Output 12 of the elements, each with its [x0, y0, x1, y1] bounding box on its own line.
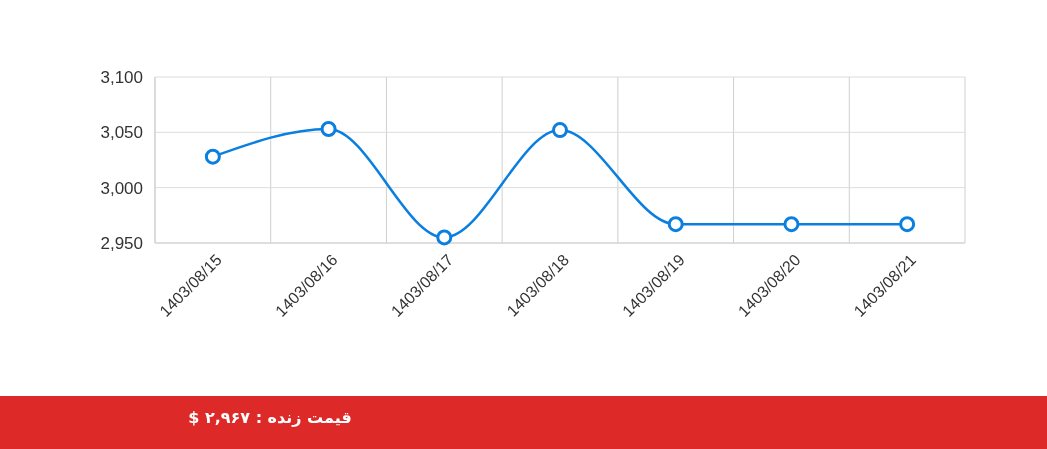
y-tick-label: 3,050: [100, 123, 143, 143]
y-tick-label: 3,100: [100, 68, 143, 87]
point: [783, 216, 800, 233]
point: [552, 122, 568, 139]
point: [320, 121, 337, 138]
y-tick-label: 2,950: [100, 234, 143, 253]
text: قیمت زنده : ۲,۹۶۷ $: [188, 408, 352, 427]
point: [667, 216, 684, 233]
y-tick-label: 3,000: [100, 178, 143, 198]
point: [899, 216, 916, 233]
point: [436, 229, 453, 246]
point: [204, 148, 221, 165]
